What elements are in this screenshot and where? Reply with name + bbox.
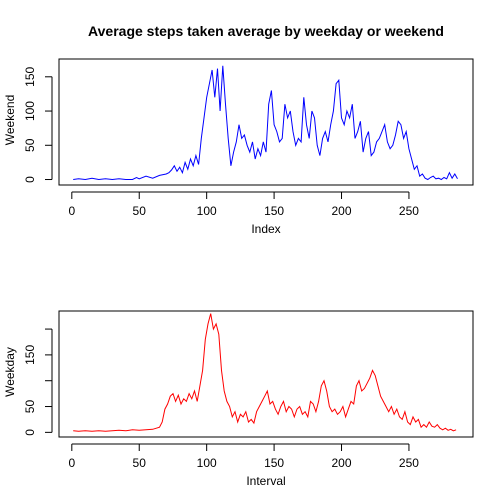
x-tick-label: 0 <box>68 456 75 470</box>
x-axis-weekday: 0 50 100 150 200 250 <box>68 443 419 470</box>
x-tick-label: 200 <box>332 204 352 218</box>
x-axis-title-weekend: Index <box>251 222 280 236</box>
x-tick-label: 250 <box>399 456 419 470</box>
y-axis-title-weekday: Weekday <box>3 347 17 397</box>
y-tick-label: 100 <box>23 101 37 121</box>
y-axis-weekend: 0 50 100 150 <box>23 66 53 183</box>
x-axis-weekend: 0 50 100 150 200 250 <box>68 191 419 218</box>
x-tick-label: 50 <box>133 456 147 470</box>
y-axis-weekday: 0 50 150 <box>23 328 53 436</box>
x-tick-label: 250 <box>399 204 419 218</box>
x-tick-label: 50 <box>133 204 147 218</box>
x-tick-label: 150 <box>264 204 284 218</box>
chart-title: Average steps taken average by weekday o… <box>88 23 444 39</box>
x-tick-label: 150 <box>264 456 284 470</box>
y-tick-label: 0 <box>23 429 37 436</box>
y-tick-label: 0 <box>23 176 37 183</box>
y-tick-label: 150 <box>23 345 37 365</box>
plot-frame-weekend <box>58 58 474 186</box>
panel-weekday: 0 50 100 150 200 250 0 50 150 Interval Weekday <box>3 310 474 488</box>
x-tick-label: 100 <box>197 456 217 470</box>
y-axis-title-weekend: Weekend <box>3 95 17 145</box>
x-tick-label: 0 <box>68 204 75 218</box>
series-line-weekday <box>73 313 457 432</box>
plot-frame-weekday <box>58 310 474 438</box>
x-axis-title-weekday: Interval <box>246 474 285 488</box>
panel-weekend: Average steps taken average by weekday o… <box>3 23 474 236</box>
y-tick-label: 50 <box>23 400 37 414</box>
y-tick-label: 50 <box>23 138 37 152</box>
x-tick-label: 100 <box>197 204 217 218</box>
y-tick-label: 150 <box>23 66 37 86</box>
series-line-weekend <box>73 65 458 181</box>
x-tick-label: 200 <box>332 456 352 470</box>
